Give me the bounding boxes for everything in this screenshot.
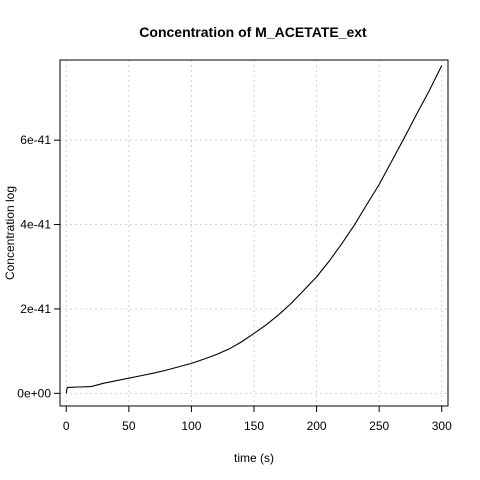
chart-title: Concentration of M_ACETATE_ext [139,24,367,40]
x-tick-label: 0 [63,419,70,433]
y-tick-label: 0e+00 [17,386,51,400]
series-layer [65,65,443,394]
y-tick-label: 4e-41 [20,218,51,232]
x-tick-label: 100 [181,419,201,433]
x-tick-label: 250 [369,419,389,433]
x-tick-label: 50 [122,419,136,433]
y-axis-label: Concentration log [3,186,17,280]
y-tick-label: 2e-41 [20,302,51,316]
x-tick-label: 150 [244,419,264,433]
x-axis: 0 50 100 150 200 250 300 [63,406,452,433]
y-axis: 0e+00 2e-41 4e-41 6e-41 [17,133,60,400]
grid [60,60,448,406]
y-tick-label: 6e-41 [20,133,51,147]
x-tick-label: 200 [307,419,327,433]
series-line [65,65,443,394]
x-axis-label: time (s) [234,451,274,465]
x-tick-label: 300 [432,419,452,433]
